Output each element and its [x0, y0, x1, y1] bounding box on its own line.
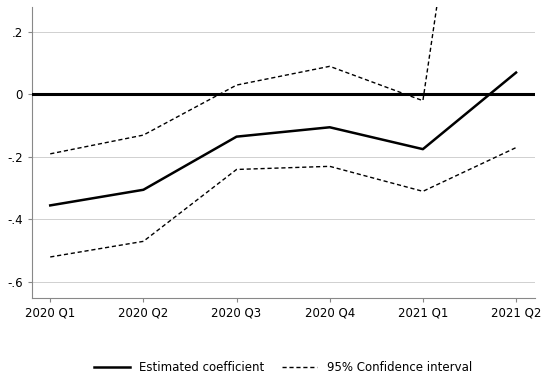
Legend: Estimated coefficient, 95% Confidence interval: Estimated coefficient, 95% Confidence in…: [89, 356, 477, 372]
